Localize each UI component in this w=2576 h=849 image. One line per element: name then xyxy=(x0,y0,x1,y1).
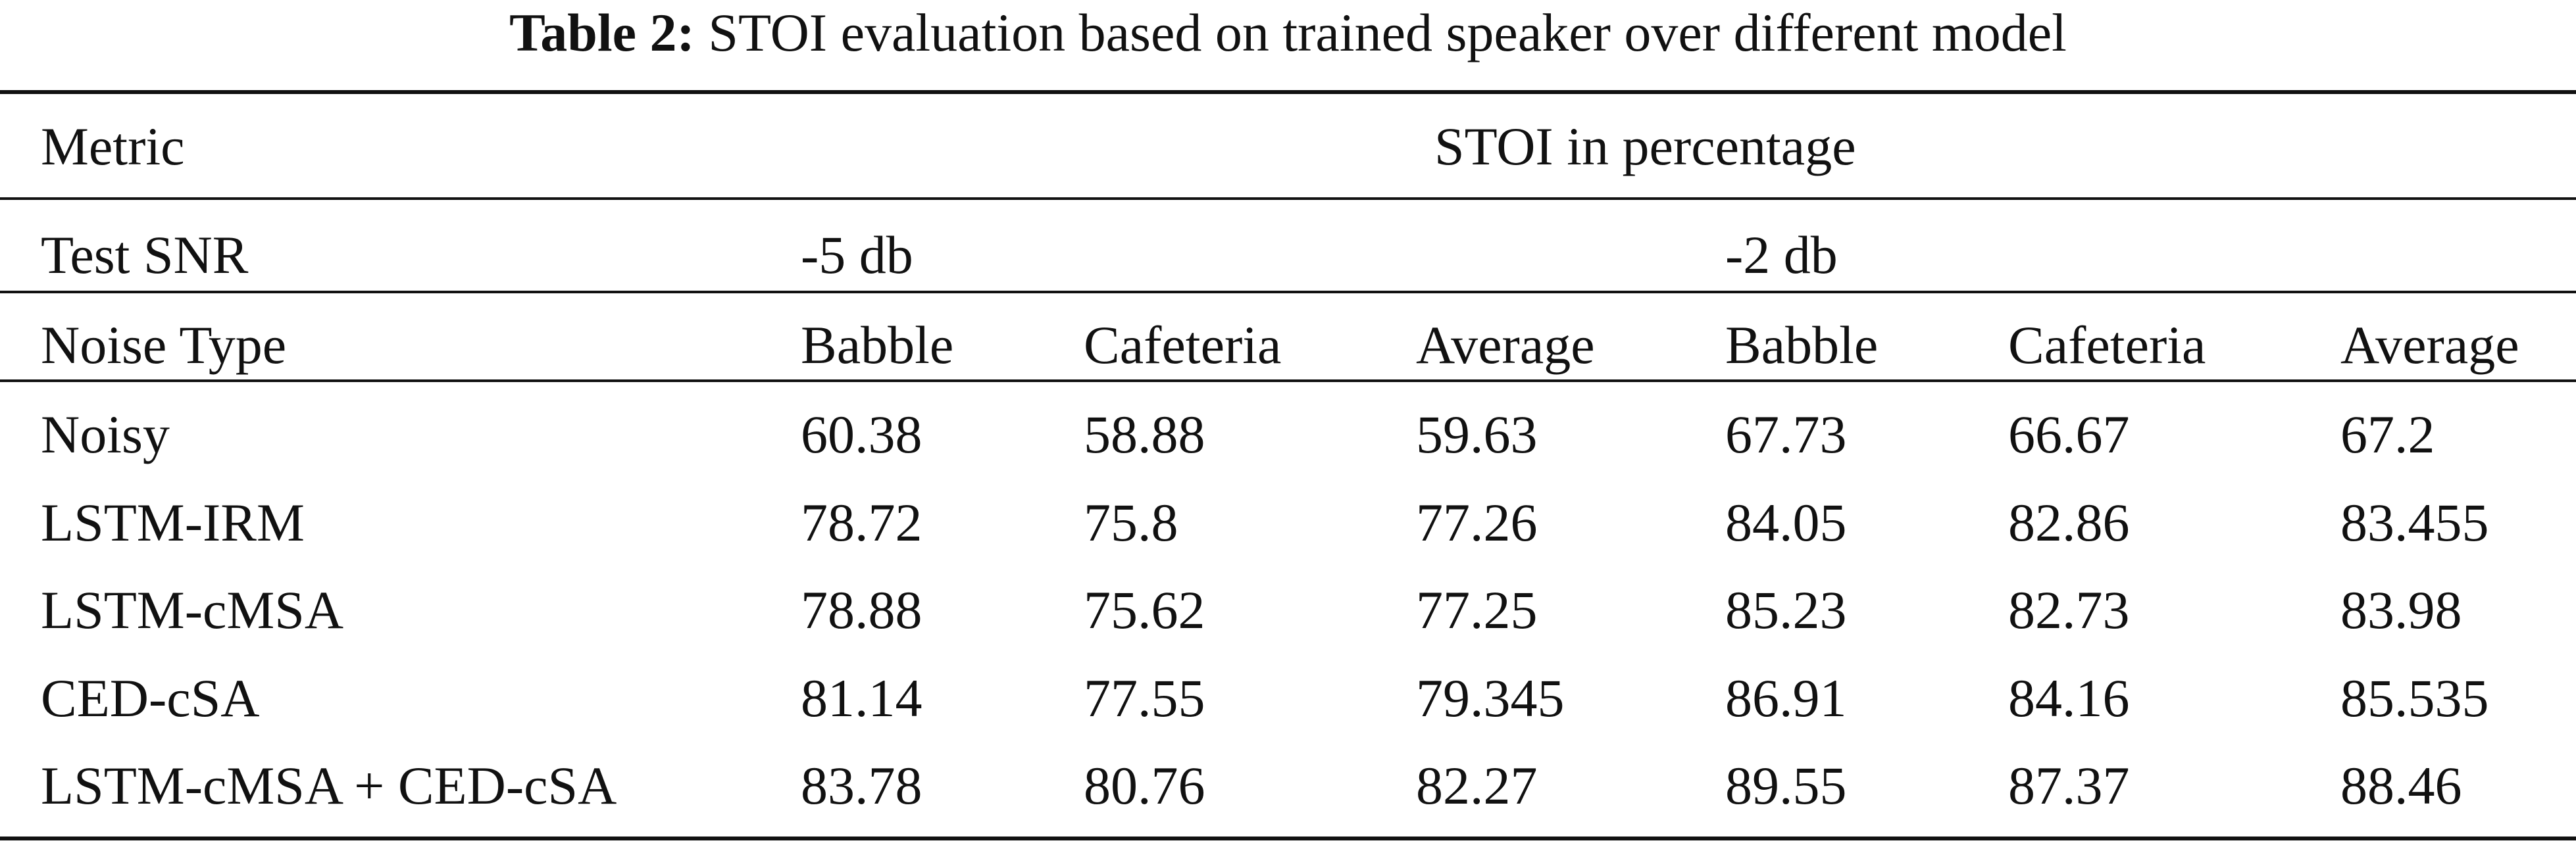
table-cell: 84.16 xyxy=(2008,668,2130,728)
table-cell: 85.535 xyxy=(2340,668,2489,728)
column-header: Babble xyxy=(1725,315,1879,375)
table-cell: 82.73 xyxy=(2008,580,2130,640)
table-cell: 75.62 xyxy=(1084,580,1205,640)
table-caption-label: Table 2: xyxy=(509,3,695,62)
table-cell: 66.67 xyxy=(2008,404,2130,464)
table-cell: 77.26 xyxy=(1416,493,1538,552)
table-cell: 85.23 xyxy=(1725,580,1847,640)
table-caption: Table 2: STOI evaluation based on traine… xyxy=(0,0,2576,85)
table-cell: 77.55 xyxy=(1084,668,1205,728)
snr-label: Test SNR xyxy=(41,225,249,285)
row-model-name: LSTM-IRM xyxy=(41,493,305,552)
table-caption-text: STOI evaluation based on trained speaker… xyxy=(694,3,2067,62)
snr-group-minus5: -5 db xyxy=(801,225,913,285)
table-cell: 80.76 xyxy=(1084,756,1205,815)
table-cell: 82.27 xyxy=(1416,756,1538,815)
metric-rule xyxy=(0,197,2576,200)
row-model-name: CED-cSA xyxy=(41,668,260,728)
table-cell: 84.05 xyxy=(1725,493,1847,552)
snr-rule xyxy=(0,291,2576,293)
table-cell: 83.98 xyxy=(2340,580,2462,640)
column-header: Babble xyxy=(801,315,954,375)
table-cell: 75.8 xyxy=(1084,493,1178,552)
table-cell: 67.73 xyxy=(1725,404,1847,464)
column-header: Cafeteria xyxy=(2008,315,2206,375)
table-cell: 83.455 xyxy=(2340,493,2489,552)
table-cell: 78.72 xyxy=(801,493,922,552)
header-rule xyxy=(0,379,2576,382)
top-rule xyxy=(0,90,2576,94)
snr-group-minus2: -2 db xyxy=(1725,225,1838,285)
table-cell: 60.38 xyxy=(801,404,922,464)
metric-value: STOI in percentage xyxy=(1434,116,1856,176)
table-cell: 82.86 xyxy=(2008,493,2130,552)
metric-label: Metric xyxy=(41,116,185,176)
row-model-name: LSTM-cMSA + CED-cSA xyxy=(41,756,617,815)
table-cell: 59.63 xyxy=(1416,404,1538,464)
table-cell: 89.55 xyxy=(1725,756,1847,815)
table-cell: 87.37 xyxy=(2008,756,2130,815)
table-cell: 77.25 xyxy=(1416,580,1538,640)
table-cell: 83.78 xyxy=(801,756,922,815)
table-cell: 58.88 xyxy=(1084,404,1205,464)
bottom-rule xyxy=(0,837,2576,840)
row-model-name: LSTM-cMSA xyxy=(41,580,344,640)
column-header: Cafeteria xyxy=(1084,315,1282,375)
table-cell: 86.91 xyxy=(1725,668,1847,728)
table-cell: 88.46 xyxy=(2340,756,2462,815)
column-header: Average xyxy=(1416,315,1595,375)
column-header: Average xyxy=(2340,315,2519,375)
table-cell: 78.88 xyxy=(801,580,922,640)
table-cell: 67.2 xyxy=(2340,404,2435,464)
table-cell: 81.14 xyxy=(801,668,922,728)
noise-type-label: Noise Type xyxy=(41,315,287,375)
table-cell: 79.345 xyxy=(1416,668,1565,728)
row-model-name: Noisy xyxy=(41,404,170,464)
